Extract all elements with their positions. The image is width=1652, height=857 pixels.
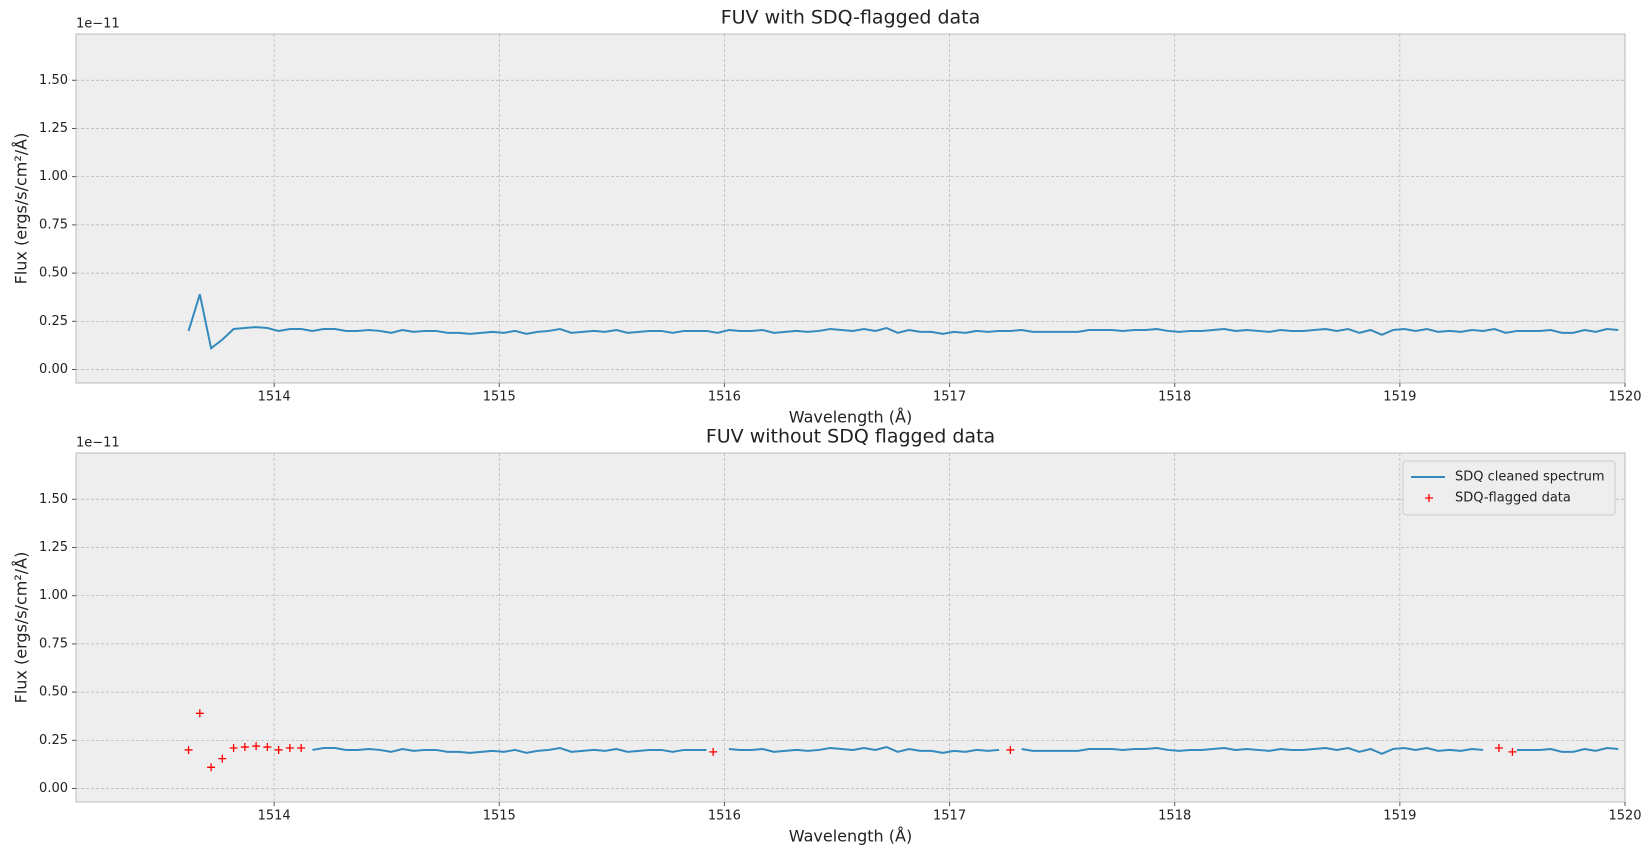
y-axis-label: Flux (ergs/s/cm²/Å) xyxy=(12,552,31,704)
x-tick-label: 1517 xyxy=(933,390,966,405)
y-tick-label: 1.50 xyxy=(39,73,68,88)
flag-marker xyxy=(709,747,718,756)
flag-marker xyxy=(285,744,294,753)
plot-area xyxy=(75,33,1626,384)
plot-area xyxy=(75,452,1626,803)
y-tick-label: 0.75 xyxy=(39,636,68,651)
legend-marker xyxy=(1425,494,1433,502)
y-tick-label: 0.25 xyxy=(39,314,68,329)
y-tick-label: 0.75 xyxy=(39,217,68,232)
flag-marker xyxy=(184,745,193,754)
y-tick-label: 1.25 xyxy=(39,540,68,555)
flag-marker xyxy=(252,742,261,751)
spectrum-line xyxy=(187,294,1619,351)
flag-marker xyxy=(229,744,238,753)
flag-marker xyxy=(1006,745,1015,754)
x-tick-label: 1518 xyxy=(1158,390,1191,405)
y-tick-label: 0.50 xyxy=(39,685,68,700)
x-tick-label: 1516 xyxy=(708,809,741,824)
y-tick-label: 0.25 xyxy=(39,733,68,748)
y-tick-label: 1.25 xyxy=(39,121,68,136)
chart-title: FUV with SDQ-flagged data xyxy=(721,7,981,29)
y-tick-label: 0.00 xyxy=(39,362,68,377)
y-offset-label: 1e−11 xyxy=(76,436,120,451)
y-tick-label: 0.00 xyxy=(39,781,68,796)
spectrum-line xyxy=(312,745,1619,755)
chart-title: FUV without SDQ flagged data xyxy=(706,426,995,448)
x-tick-label: 1519 xyxy=(1383,390,1416,405)
flag-marker xyxy=(195,709,204,718)
legend-label: SDQ-flagged data xyxy=(1455,491,1571,506)
x-tick-label: 1515 xyxy=(483,809,516,824)
legend-label: SDQ cleaned spectrum xyxy=(1455,470,1605,485)
x-tick-label: 1515 xyxy=(483,390,516,405)
flag-marker xyxy=(1508,747,1517,756)
y-offset-label: 1e−11 xyxy=(76,17,120,32)
x-tick-label: 1514 xyxy=(258,809,291,824)
x-tick-label: 1514 xyxy=(258,390,291,405)
x-axis-label: Wavelength (Å) xyxy=(789,408,912,427)
flag-marker xyxy=(218,754,227,763)
x-tick-label: 1520 xyxy=(1608,390,1641,405)
flag-marker xyxy=(1494,744,1503,753)
x-tick-label: 1520 xyxy=(1608,809,1641,824)
y-tick-label: 1.00 xyxy=(39,169,68,184)
flag-marker xyxy=(274,745,283,754)
y-tick-label: 1.00 xyxy=(39,588,68,603)
x-tick-label: 1516 xyxy=(708,390,741,405)
x-tick-label: 1517 xyxy=(933,809,966,824)
x-tick-label: 1518 xyxy=(1158,809,1191,824)
x-axis-label: Wavelength (Å) xyxy=(789,827,912,846)
legend-box xyxy=(1402,460,1616,516)
x-tick-label: 1519 xyxy=(1383,809,1416,824)
y-tick-label: 0.50 xyxy=(39,266,68,281)
flag-marker xyxy=(263,743,272,752)
flag-marker xyxy=(240,743,249,752)
flag-marker xyxy=(207,763,216,772)
flag-marker xyxy=(297,744,306,753)
y-axis-label: Flux (ergs/s/cm²/Å) xyxy=(12,133,31,285)
y-tick-label: 1.50 xyxy=(39,492,68,507)
